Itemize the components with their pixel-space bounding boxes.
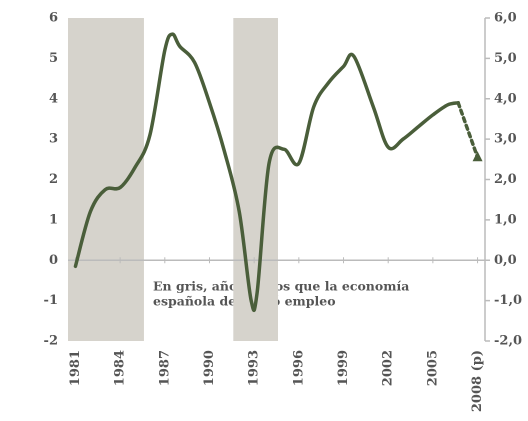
y-tick-label: 5 xyxy=(49,51,58,66)
x-tick-label: 1987 xyxy=(157,350,172,386)
y-tick-label: 2 xyxy=(49,172,58,187)
y-tick-label: -2 xyxy=(44,334,58,349)
data-line xyxy=(456,101,480,160)
x-tick-label: 1996 xyxy=(291,350,306,386)
y2-tick-label: 3,0 xyxy=(494,132,517,147)
x-tick-label: 1984 xyxy=(113,350,128,386)
x-tick-label: 2002 xyxy=(381,350,396,386)
y-tick-label: 1 xyxy=(49,212,58,227)
y-tick-label: 0 xyxy=(49,253,58,268)
x-tick-label: 1999 xyxy=(336,350,351,386)
x-tick-label: 1990 xyxy=(202,350,217,386)
annotation: En gris, años en los que la economía xyxy=(153,279,409,294)
y-tick-label: 6 xyxy=(49,11,58,26)
y2-tick-label: 0,0 xyxy=(494,253,517,268)
end-marker xyxy=(472,151,483,162)
y2-tick-label: 6,0 xyxy=(494,11,517,26)
y2-tick-label: 5,0 xyxy=(494,51,517,66)
y2-tick-label: -2,0 xyxy=(494,334,522,349)
x-tick-label: 2008 (p) xyxy=(470,350,485,412)
y-tick-label: -1 xyxy=(44,293,58,308)
shaded-period xyxy=(68,18,144,341)
shaded-period xyxy=(233,18,278,341)
y2-tick-label: 2,0 xyxy=(494,172,517,187)
x-tick-label: 2005 xyxy=(425,350,440,386)
x-tick-label: 1981 xyxy=(68,350,83,386)
y2-tick-label: 1,0 xyxy=(494,212,517,227)
y2-tick-label: -1,0 xyxy=(494,293,522,308)
y-tick-label: 4 xyxy=(49,91,58,106)
data-line xyxy=(73,32,460,312)
x-tick-label: 1993 xyxy=(247,350,262,386)
y-tick-label: 3 xyxy=(49,132,58,147)
y2-tick-label: 4,0 xyxy=(494,91,517,106)
